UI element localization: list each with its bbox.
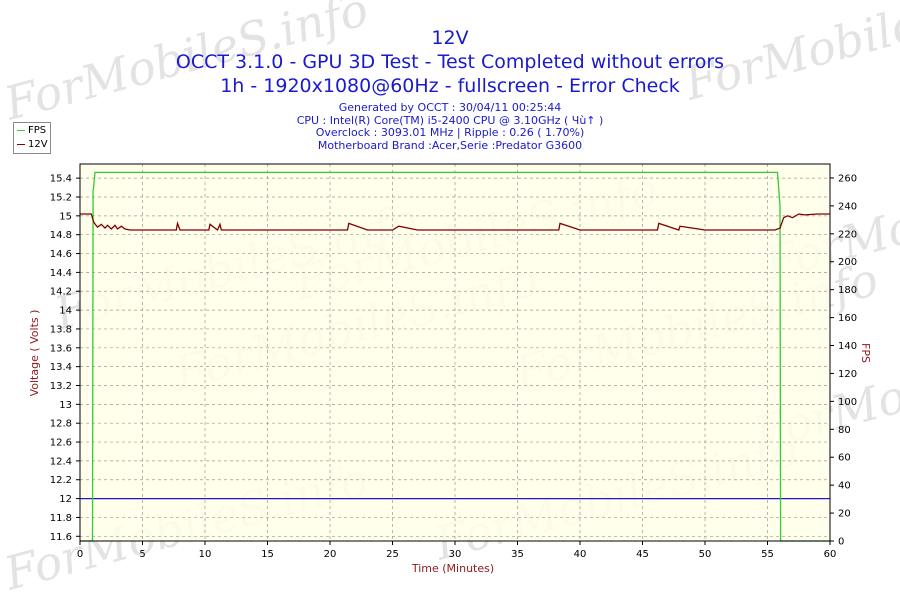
- y-tick-label: 12.6: [50, 438, 72, 449]
- y-tick-label: 12.8: [50, 419, 72, 430]
- x-tick-label: 30: [449, 549, 462, 560]
- y2-tick-label: 20: [838, 509, 851, 520]
- legend-item-fps: FPS: [14, 123, 50, 137]
- legend-swatch-fps: [17, 129, 25, 131]
- y2-tick-label: 240: [838, 201, 857, 212]
- y-tick-label: 12.4: [50, 456, 72, 467]
- y-tick-label: 15.4: [50, 174, 72, 185]
- x-tick-label: 50: [699, 549, 712, 560]
- y-tick-label: 15.2: [50, 192, 72, 203]
- x-tick-label: 60: [824, 549, 837, 560]
- legend-label-fps: FPS: [28, 124, 47, 136]
- y-tick-label: 12: [59, 494, 72, 505]
- y2-tick-label: 140: [838, 341, 857, 352]
- x-tick-label: 25: [386, 549, 399, 560]
- x-tick-label: 10: [199, 549, 212, 560]
- chart-subtitle-2: 1h - 1920x1080@60Hz - fullscreen - Error…: [220, 75, 680, 97]
- y-tick-label: 11.8: [50, 513, 72, 524]
- y-tick-label: 13.6: [50, 343, 72, 354]
- y-tick-label: 14.6: [50, 249, 72, 260]
- grid-lines: [79, 164, 831, 541]
- info-generated: Generated by OCCT : 30/04/11 00:25:44: [338, 101, 562, 114]
- y2-tick-label: 220: [838, 229, 857, 240]
- y-tick-label: 13.2: [50, 381, 72, 392]
- chart-title: 12V: [431, 27, 469, 49]
- y-tick-label: 11.6: [50, 532, 72, 543]
- legend: FPS 12V: [13, 122, 51, 154]
- x-tick-label: 35: [511, 549, 524, 560]
- legend-label-12v: 12V: [28, 138, 48, 150]
- y2-tick-label: 60: [838, 453, 851, 464]
- x-axis-label: Time (Minutes): [411, 562, 494, 575]
- legend-item-12v: 12V: [14, 137, 50, 151]
- y2-tick-label: 200: [838, 257, 857, 268]
- info-overclock: Overclock : 3093.01 MHz | Ripple : 0.26 …: [315, 126, 585, 139]
- y-tick-label: 14.4: [50, 268, 72, 279]
- x-tick-label: 0: [77, 549, 83, 560]
- y2-tick-label: 0: [838, 537, 844, 548]
- x-tick-label: 5: [139, 549, 145, 560]
- y-tick-label: 13.8: [50, 324, 72, 335]
- x-axis-ticks: 0 5 10 15 20 25 30 35 40 45 50 55 60: [77, 541, 837, 560]
- y2-axis-label: FPS: [859, 343, 872, 363]
- x-tick-label: 40: [574, 549, 587, 560]
- y-tick-label: 14.2: [50, 287, 72, 298]
- chart-info: Generated by OCCT : 30/04/11 00:25:44 CP…: [0, 101, 900, 152]
- y2-tick-label: 100: [838, 397, 857, 408]
- chart-titles: 12V OCCT 3.1.0 - GPU 3D Test - Test Comp…: [0, 26, 900, 98]
- x-tick-label: 20: [324, 549, 337, 560]
- y2-tick-label: 120: [838, 369, 857, 380]
- y2-tick-label: 260: [838, 173, 857, 184]
- y-tick-label: 13.4: [50, 362, 72, 373]
- y-tick-label: 15: [59, 211, 72, 222]
- info-motherboard: Motherboard Brand :Acer,Serie :Predator …: [317, 138, 583, 152]
- info-cpu: CPU : Intel(R) Core(TM) i5-2400 CPU @ 3.…: [296, 113, 604, 127]
- x-tick-label: 45: [636, 549, 649, 560]
- y-axis-ticks: 15.4 15.2 15 14.8 14.6 14.4 14.2 14 13.8 13.6 13.4…: [50, 174, 80, 543]
- y-tick-label: 12.2: [50, 475, 72, 486]
- y-axis-label: Voltage ( Volts ): [28, 310, 41, 397]
- x-tick-label: 15: [261, 549, 274, 560]
- y-tick-label: 13: [59, 400, 72, 411]
- series-line-12v: [80, 213, 830, 232]
- y2-tick-label: 40: [838, 481, 851, 492]
- y2-tick-label: 180: [838, 285, 857, 296]
- legend-swatch-12v: [17, 143, 25, 145]
- y2-tick-label: 80: [838, 425, 851, 436]
- x-tick-label: 55: [761, 549, 774, 560]
- chart-subtitle-1: OCCT 3.1.0 - GPU 3D Test - Test Complete…: [175, 51, 725, 73]
- y-tick-label: 14.8: [50, 230, 72, 241]
- y2-tick-label: 160: [838, 313, 857, 324]
- y-tick-label: 14: [59, 306, 72, 317]
